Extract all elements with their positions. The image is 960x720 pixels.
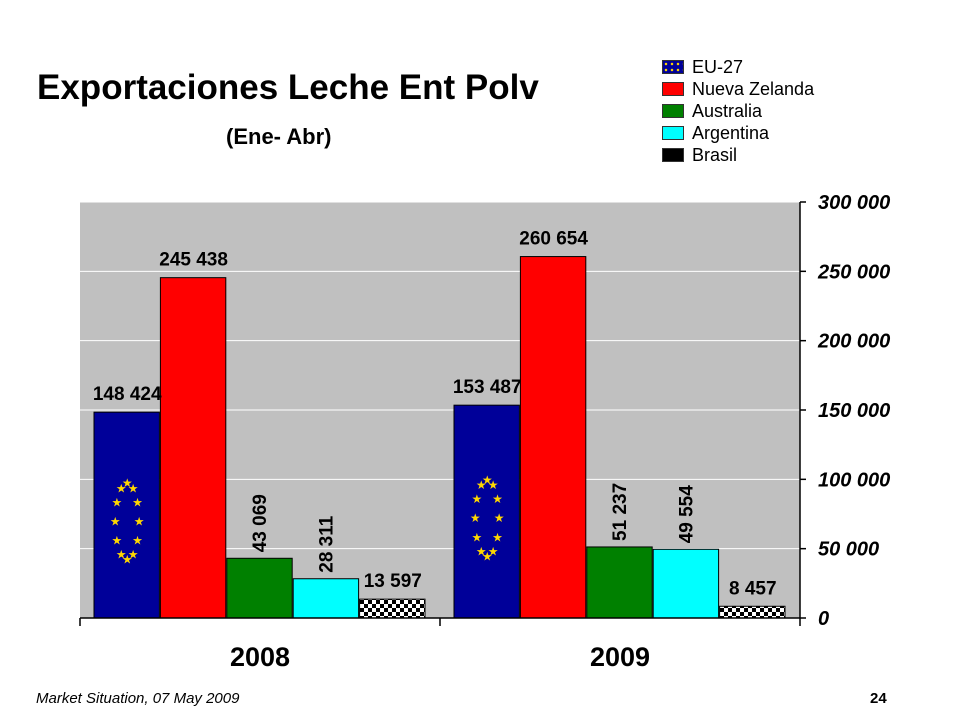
legend-label-argentina: Argentina [692,122,770,143]
eu-star-icon: ★ [494,511,505,525]
chart-subtitle: (Ene- Abr) [226,124,332,149]
eu-star-icon: ★ [476,544,487,558]
eu-star-icon: ★ [116,481,127,495]
eu-star-icon: ★ [116,548,127,562]
legend-item-brasil: Brasil [662,144,814,166]
legend-label-brasil: Brasil [692,144,738,165]
y-tick-label: 100 000 [818,469,890,491]
eu-star-icon: ★ [132,534,143,548]
legend-swatch-brasil [662,148,684,162]
legend-swatch-eu27 [662,60,684,74]
eu-star-icon: ★ [482,549,493,563]
eu-star-icon: ★ [134,514,145,528]
y-tick-label: 0 [818,608,829,630]
bar-australia-2009 [586,546,653,619]
legend-item-argentina: Argentina [662,122,814,144]
data-label-nueva-zelanda-2008: 245 438 [159,250,228,271]
legend-item-nueva-zelanda: Nueva Zelanda [662,78,814,100]
legend-label-nueva-zelanda: Nueva Zelanda [692,78,815,99]
data-label-eu-27-2008: 148 424 [93,384,162,405]
chart-title: Exportaciones Leche Ent Polv [37,68,539,107]
data-label-australia-2008: 43 069 [250,494,271,552]
legend-label-eu27: EU-27 [692,56,744,77]
eu-star-icon: ★ [111,495,122,509]
bar-brasil-2008 [359,598,426,619]
eu-star-icon: ★ [488,478,499,492]
data-label-argentina-2009: 49 554 [676,485,697,544]
legend: EU-27 Nueva Zelanda Australia Argentina … [662,56,814,166]
eu-star-icon: ★ [482,473,493,487]
eu-star-icon: ★ [471,530,482,544]
y-tick-label: 300 000 [818,192,890,214]
bar-nueva-zelanda-2008 [159,277,227,619]
page-number: 24 [870,690,887,707]
eu-star-icon: ★ [470,511,481,525]
data-label-nueva-zelanda-2009: 260 654 [519,229,588,250]
eu-star-icon: ★ [476,478,487,492]
x-category-label: 2008 [230,642,290,672]
legend-label-australia: Australia [692,100,763,121]
legend-item-australia: Australia [662,100,814,122]
eu-star-icon: ★ [128,548,139,562]
eu-star-icon: ★ [122,553,133,567]
bar-eu-27-2009 [453,404,520,619]
eu-star-icon: ★ [488,544,499,558]
bar-brasil-2009 [719,605,786,619]
data-label-brasil-2009: 8 457 [729,578,777,599]
y-tick-label: 150 000 [818,400,890,422]
y-tick-label: 250 000 [817,261,890,283]
bar-argentina-2009 [652,548,720,619]
eu-star-icon: ★ [111,534,122,548]
bar-nueva-zelanda-2009 [519,256,587,619]
legend-item-eu27: EU-27 [662,56,814,78]
bar-eu-27-2008 [93,411,160,619]
data-label-australia-2009: 51 237 [610,483,631,541]
data-label-argentina-2008: 28 311 [316,515,337,572]
bar-argentina-2008 [292,578,360,619]
legend-swatch-nueva-zelanda [662,82,684,96]
eu-star-icon: ★ [492,492,503,506]
legend-swatch-australia [662,104,684,118]
eu-star-icon: ★ [128,481,139,495]
eu-star-icon: ★ [471,492,482,506]
eu-star-icon: ★ [122,476,133,490]
eu-star-icon: ★ [110,514,121,528]
eu-star-icon: ★ [492,530,503,544]
y-tick-label: 50 000 [818,539,879,561]
bar-australia-2008 [226,557,293,619]
data-label-brasil-2008: 13 597 [364,571,422,592]
data-label-eu-27-2009: 153 487 [453,377,522,398]
bars: ★★★★★★★★★★★★★★★★★★★★★★★★ [93,256,786,619]
labels: 0 50 000 100 000 150 000 200 000 250 000 300 0… [93,192,890,672]
footer-text: Market Situation, 07 May 2009 [36,690,240,707]
y-tick-label: 200 000 [817,331,890,353]
axes [79,201,806,626]
legend-swatch-argentina [662,126,684,140]
x-category-label: 2009 [590,642,650,672]
eu-star-icon: ★ [132,495,143,509]
